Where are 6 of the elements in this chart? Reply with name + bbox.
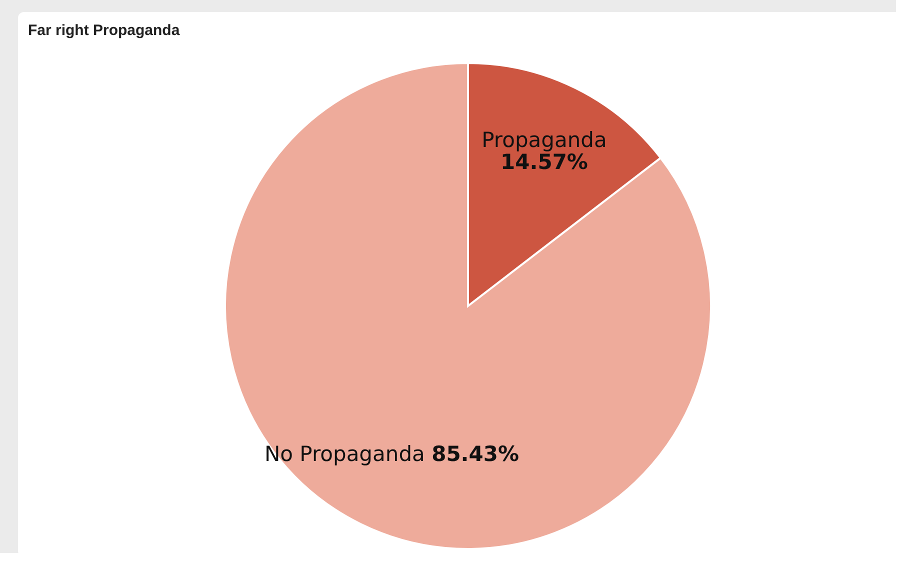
slice-label: No Propaganda <box>264 442 432 466</box>
text: Far right Propaganda <box>28 22 180 39</box>
data-label: 85.43% <box>432 442 520 466</box>
pie-slice <box>224 62 712 550</box>
slice-label: Propaganda <box>482 128 607 152</box>
data-label: 14.57% <box>500 150 588 174</box>
